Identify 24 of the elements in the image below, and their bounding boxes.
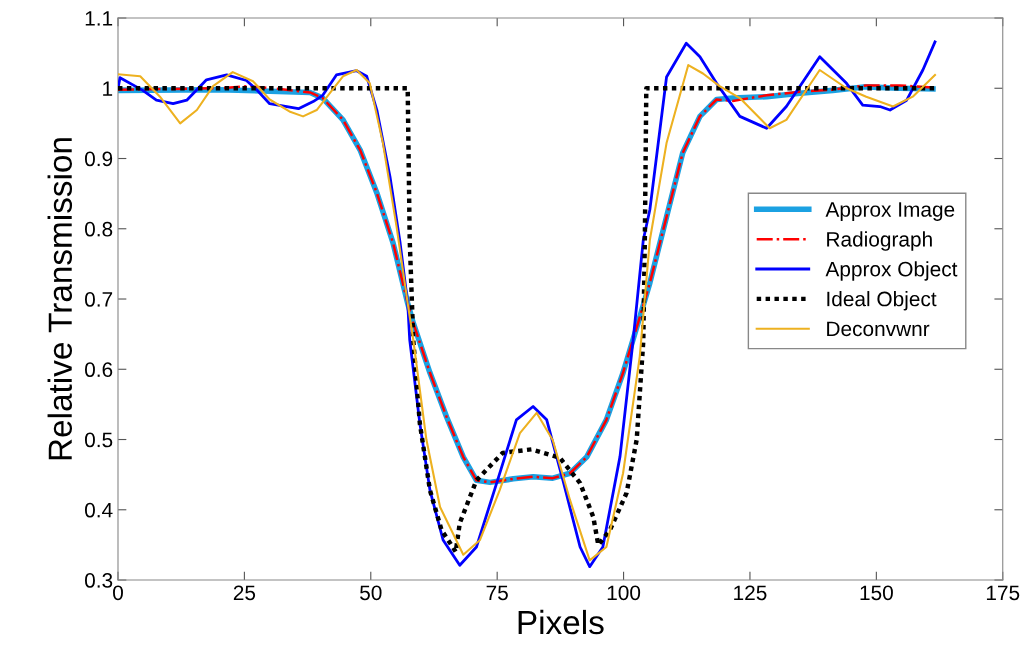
x-tick-label: 0 [113, 585, 123, 601]
y-tick-label: 0.7 [84, 292, 113, 307]
y-tick-label: 0.5 [84, 432, 113, 448]
y-tick-label: 1.1 [85, 11, 113, 26]
y-tick-label: 0.9 [84, 151, 113, 167]
x-tick-label: 100 [607, 585, 641, 601]
y-tick-label: 0.3 [84, 573, 113, 588]
x-tick-label: 25 [233, 585, 256, 601]
legend-label: Radiograph [827, 231, 932, 251]
x-tick-label: 150 [860, 585, 893, 601]
x-tick-label: 175 [986, 585, 1020, 601]
y-tick-label: 0.4 [84, 502, 113, 518]
x-axis-title: Pixels [518, 609, 604, 635]
y-axis-title: Relative Transmission [47, 138, 73, 460]
legend-label: Deconvwnr [827, 321, 930, 337]
y-tick-label: 0.8 [84, 221, 113, 237]
x-tick-label: 125 [734, 585, 767, 601]
legend-label: Approx Image [825, 202, 955, 221]
legend-label: Approx Object [825, 261, 958, 281]
y-tick-label: 0.6 [84, 362, 113, 378]
x-tick-label: 75 [486, 585, 508, 601]
legend-label: Ideal Object [827, 291, 937, 311]
y-tick-label: 1 [103, 81, 113, 96]
x-tick-label: 50 [360, 585, 382, 601]
